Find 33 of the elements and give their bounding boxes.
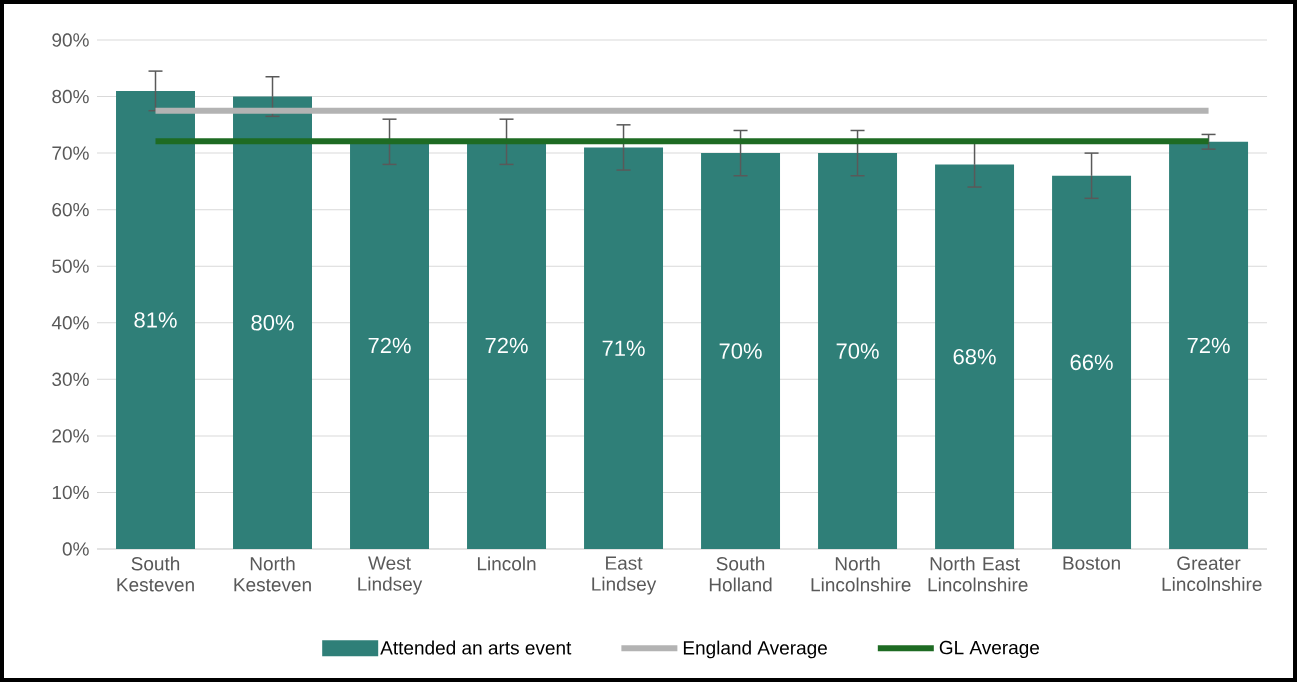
x-tick-label: South Holland: [709, 556, 772, 592]
x-tick-label: North Lincolnshire: [811, 556, 911, 592]
y-tick-label: 80%: [52, 89, 89, 104]
data-label: 68%: [953, 348, 996, 365]
y-tick-label: 50%: [52, 259, 89, 273]
data-label: 80%: [251, 314, 294, 331]
data-label: 66%: [1070, 354, 1113, 371]
data-label: 70%: [719, 343, 762, 359]
legend-label: Attended an arts event: [380, 640, 572, 655]
legend-label: England Average: [683, 640, 827, 659]
x-tick-label: Greater Lincolnshire: [1162, 556, 1262, 591]
y-tick-label: 20%: [52, 429, 89, 443]
y-tick-label: 40%: [51, 316, 89, 330]
data-label: 72%: [485, 337, 528, 354]
data-label: 81%: [134, 312, 177, 328]
x-tick-label: East Lindsey: [592, 556, 657, 595]
data-label: 72%: [368, 337, 411, 354]
data-label: 70%: [836, 343, 879, 359]
y-tick-label: 90%: [52, 33, 89, 47]
legend-label: GL Average: [939, 640, 1040, 659]
y-tick-label: 10%: [52, 485, 89, 500]
y-tick-label: 30%: [52, 372, 89, 387]
x-tick-label: Boston: [1063, 556, 1120, 570]
x-tick-label: North Kesteven: [234, 556, 311, 592]
x-tick-label: South Kesteven: [117, 556, 194, 592]
y-tick-label: 60%: [52, 202, 89, 217]
x-tick-label: Lincoln: [477, 556, 536, 571]
y-tick-label: 0%: [62, 542, 89, 556]
y-tick-label: 70%: [52, 146, 89, 160]
x-tick-label: North East Lincolnshire: [928, 556, 1028, 592]
data-label: 71%: [602, 340, 645, 356]
data-label: 72%: [1187, 337, 1230, 354]
x-tick-label: West Lindsey: [358, 556, 423, 595]
